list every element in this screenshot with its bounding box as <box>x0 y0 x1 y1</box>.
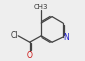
Text: Cl: Cl <box>11 31 18 40</box>
Text: CH3: CH3 <box>34 4 48 10</box>
Text: O: O <box>27 51 33 60</box>
Text: N: N <box>63 33 69 42</box>
